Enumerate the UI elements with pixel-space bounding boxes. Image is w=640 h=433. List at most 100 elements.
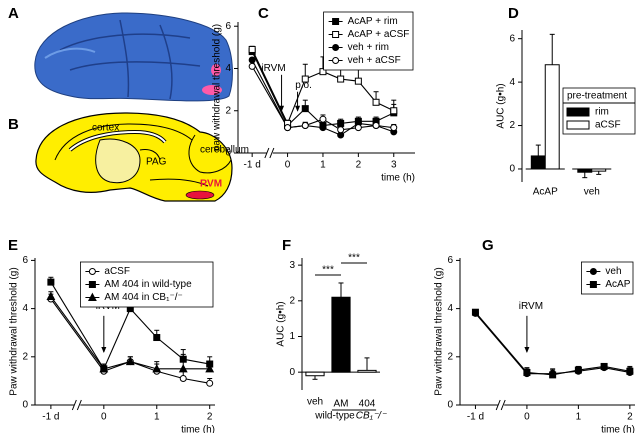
legend-marker: [332, 31, 340, 38]
y-tick-label: 0: [447, 400, 453, 411]
legend-box: [581, 261, 634, 295]
panel-label: B: [8, 116, 19, 133]
data-point: [600, 362, 608, 370]
y-axis-label: Paw withdrawal threshold (g): [9, 267, 20, 395]
region-label: RVM: [200, 179, 222, 190]
data-point: [337, 75, 345, 83]
legend-swatch: [566, 120, 590, 130]
bar: [357, 369, 377, 373]
legend-marker: [589, 268, 597, 275]
legend-marker: [332, 57, 340, 64]
annotation: iRVM: [519, 301, 543, 312]
brain-diagram: [35, 112, 233, 202]
data-point: [319, 68, 327, 76]
y-tick-label: 2: [509, 120, 515, 131]
data-point: [549, 371, 557, 379]
panel-label: E: [8, 237, 18, 254]
category-label: veh: [307, 397, 323, 408]
bar: [331, 296, 351, 373]
legend-label: AM 404 in CB₁⁻/⁻: [104, 292, 182, 303]
x-axis-label: time (h): [601, 425, 635, 433]
y-tick-label: 4: [225, 63, 231, 74]
region-label: cerebellum: [200, 145, 249, 156]
category-label: AM: [334, 399, 349, 410]
y-axis-label: AUC (g•h): [276, 301, 287, 346]
legend-label: veh + rim: [348, 42, 389, 53]
data-point: [301, 122, 309, 130]
y-tick-label: 2: [22, 351, 28, 362]
y-tick-label: 6: [225, 21, 231, 32]
data-point: [179, 374, 187, 382]
data-point: [205, 363, 215, 373]
series-line: [475, 311, 630, 376]
arrow-head: [295, 105, 301, 112]
arrow-head: [101, 346, 107, 353]
x-tick-label: -1 d: [244, 160, 261, 171]
panel-label: D: [508, 5, 519, 22]
legend-marker: [88, 268, 96, 275]
axis-break: [71, 399, 77, 411]
y-tick-label: 0: [509, 164, 515, 175]
y-tick-label: 6: [509, 33, 515, 44]
x-axis-label: time (h): [381, 173, 415, 184]
y-tick-label: 4: [22, 303, 28, 314]
data-point: [337, 119, 345, 127]
data-point: [626, 367, 634, 375]
axis-break-gap: [498, 402, 505, 408]
axis-break: [269, 147, 275, 159]
x-tick-label: 2: [207, 412, 213, 423]
legend-label: AcAP: [605, 279, 630, 290]
y-tick-label: 2: [447, 351, 453, 362]
data-point: [152, 363, 162, 373]
legend-label: rim: [595, 107, 609, 118]
y-tick-label: 0: [289, 367, 295, 378]
legend-label: AcAP + rim: [348, 16, 398, 27]
series-line: [50, 281, 210, 371]
axis-break: [500, 399, 506, 411]
legend-marker: [332, 18, 340, 25]
arrow-head: [524, 346, 530, 353]
data-point: [178, 363, 188, 373]
data-point: [301, 105, 309, 113]
data-point: [284, 124, 292, 132]
x-axis-label: time (h): [181, 425, 215, 433]
axis-break-gap: [266, 150, 273, 156]
legend-swatch: [566, 107, 590, 117]
data-point: [523, 368, 531, 376]
data-point: [248, 45, 256, 53]
x-tick-label: 0: [285, 160, 291, 171]
y-tick-label: 1: [289, 331, 295, 342]
axis-break-gap: [74, 402, 81, 408]
data-point: [248, 62, 256, 70]
data-point: [354, 124, 362, 132]
data-point: [125, 356, 135, 366]
bar: [577, 168, 593, 173]
panel-label: C: [258, 5, 269, 22]
data-point: [46, 291, 56, 301]
bar: [305, 371, 325, 377]
series-line: [50, 298, 210, 384]
data-point: [47, 278, 55, 286]
legend-label: veh + aCSF: [348, 55, 401, 66]
y-tick-label: 2: [225, 105, 231, 116]
region-label: cortex: [92, 123, 119, 134]
data-point: [301, 75, 309, 83]
data-point: [206, 379, 214, 387]
axis-break: [76, 399, 82, 411]
legend-marker: [87, 292, 97, 301]
legend-label: veh: [605, 266, 621, 277]
tissue-image: [30, 8, 236, 106]
y-tick-label: 0: [22, 400, 28, 411]
region-label: PAG: [146, 157, 167, 168]
y-tick-label: 6: [22, 255, 28, 266]
y-axis-label: AUC (g•h): [496, 83, 507, 128]
arrow-head: [279, 105, 285, 112]
axis-break: [264, 147, 270, 159]
data-point: [574, 366, 582, 374]
category-label: AcAP: [533, 187, 558, 198]
y-tick-label: 4: [447, 303, 453, 314]
data-point: [471, 308, 479, 316]
data-point: [337, 126, 345, 134]
annotation: iRVM: [261, 63, 285, 74]
category-label: veh: [584, 187, 600, 198]
